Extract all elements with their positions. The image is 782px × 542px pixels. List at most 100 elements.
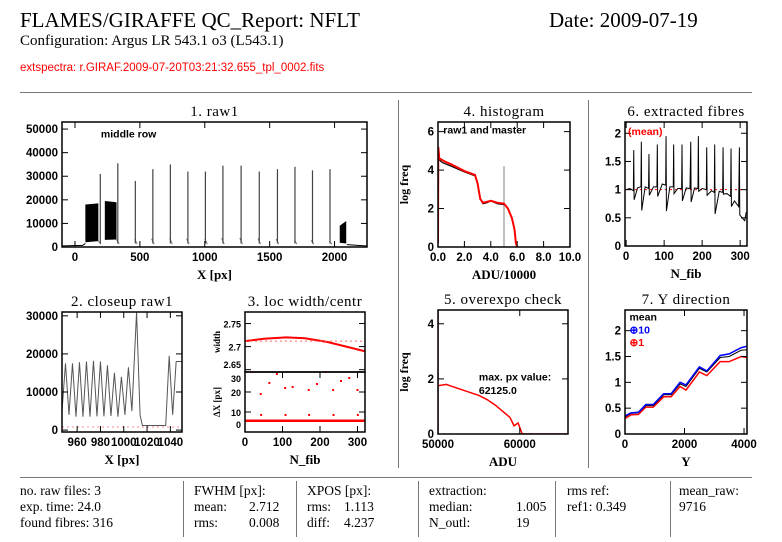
fwhm-heading: FWHM [px]:: [194, 483, 266, 498]
y-tick-label: 2: [615, 128, 621, 140]
xpos-diff-value: 4.237: [344, 515, 375, 530]
chart-annotation: middle row: [101, 128, 157, 140]
x-axis-label: N_fib: [670, 266, 701, 281]
header-divider: [20, 92, 752, 93]
y-tick-label: 50000: [26, 124, 58, 136]
chart-title: 4. histogram: [464, 104, 545, 120]
y-tick-label: 20000: [26, 349, 58, 361]
chart-histogram: 0.0 2.0 4.0 6.0 8.0 10.0 0 2 4 6 4. histogram ADU/1…: [397, 104, 581, 282]
chart-annotation: mean: [629, 311, 656, 323]
y-tick-label: 10000: [26, 218, 58, 230]
chart-overexpo: 50000 60000 0 2 4 5. overexpo check ADU log fre…: [397, 292, 569, 469]
x-axis-label: ADU: [489, 454, 518, 469]
y-tick-label: 40000: [26, 148, 58, 160]
y-tick-label: 0.5: [605, 403, 622, 415]
x-tick-label: 10.0: [559, 252, 581, 264]
y-tick-label: 1: [615, 377, 622, 389]
signal-band: [339, 221, 347, 244]
series-raw1-2-line: [62, 243, 86, 247]
x-tick-label: 0.0: [430, 252, 446, 264]
y-axis-label: log freq: [397, 164, 411, 204]
extraction-median-value: 1.005: [516, 499, 547, 514]
plot-frame: [244, 311, 366, 373]
data-point: [316, 383, 318, 385]
chart-annotation: 62125.0: [479, 385, 517, 397]
footer-divider: [20, 477, 752, 478]
x-tick-label: 2.0: [456, 252, 472, 264]
chart-loccentr: 0 100 200 300 0 10 20 30 N_fib ΔX [px]: [212, 371, 367, 467]
gap-line: [97, 240, 102, 245]
extraction-heading: extraction:: [429, 483, 487, 498]
signal-band: [85, 203, 99, 243]
signal-band: [104, 201, 117, 240]
rms-ref-heading: rms ref:: [567, 483, 610, 498]
chart-title: 3. loc width/centr: [248, 294, 362, 310]
x-tick-label: 60000: [504, 439, 536, 451]
footer-divider: [296, 481, 297, 537]
x-axis-label: X [px]: [104, 452, 139, 467]
chart-title: 5. overexpo check: [444, 292, 562, 308]
y-tick-label: 4: [428, 319, 435, 331]
xpos-rms-label: rms:: [307, 499, 332, 514]
x-tick-label: 1040: [158, 437, 184, 449]
footer-divider: [670, 481, 671, 537]
chart-annotation: ⊕1: [629, 337, 644, 349]
y-tick-label: 30000: [26, 311, 58, 323]
exp-time: exp. time: 24.0: [20, 499, 101, 514]
x-tick-label: 980: [91, 437, 110, 449]
data-point: [268, 382, 271, 384]
mean-raw-value: 9716: [679, 499, 706, 514]
plot-frame: [437, 121, 571, 248]
rms-ref1: ref1: 0.349: [567, 499, 627, 514]
fwhm-mean-label: mean:: [194, 499, 227, 514]
plot-area: [245, 372, 365, 423]
xpos-heading: XPOS [px]:: [307, 483, 372, 498]
plot-frame: [61, 311, 183, 433]
y-tick-label: 2: [615, 326, 621, 338]
data-point: [332, 389, 335, 391]
data-point: [356, 389, 359, 391]
fwhm-mean-value: 2.712: [249, 499, 280, 514]
chart-annotation: ⊕10: [629, 324, 650, 336]
x-tick-label: 1000: [192, 252, 218, 264]
x-tick-label: 4.0: [483, 252, 499, 264]
footer-divider: [418, 481, 419, 537]
y-tick-label: 1.5: [605, 352, 622, 364]
data-point: [260, 414, 263, 416]
plot-frame: [61, 121, 368, 248]
x-tick-label: 100: [273, 437, 292, 449]
mean-raw-heading: mean_raw:: [679, 483, 739, 498]
data-point: [275, 373, 278, 375]
data-point: [332, 414, 335, 416]
chart-ydirection: 0 2000 4000 0 0.5 1 1.5 2 7. Y direction Ymean⊕10…: [605, 292, 757, 469]
extraction-median-label: median:: [429, 499, 473, 514]
series-ydirection-2-line: [625, 345, 747, 417]
fwhm-rms-value: 0.008: [249, 515, 280, 530]
plot-area: [625, 345, 747, 420]
y-tick-label: 20000: [26, 195, 58, 207]
y-tick-label: 10: [231, 408, 241, 418]
xpos-rms-value: 1.113: [344, 499, 374, 514]
x-tick-label: 0: [72, 252, 78, 264]
plot-area: [625, 136, 747, 222]
x-axis-label: Y: [681, 454, 691, 469]
series-overexpo-0-line: [438, 383, 568, 434]
x-tick-label: 200: [693, 251, 712, 263]
x-tick-label: 500: [130, 252, 149, 264]
chart-title: 7. Y direction: [642, 292, 731, 308]
y-tick-label: 0: [236, 420, 241, 430]
x-tick-label: 100: [655, 251, 674, 263]
series-extracted-1-line: [625, 136, 747, 222]
chart-raw1: 0 500 1000 1500 2000010000200003000040000500…: [26, 104, 368, 282]
y-tick-label: 20: [231, 388, 241, 398]
panel-divider: [588, 100, 589, 468]
series-histogram-1-line: [438, 158, 505, 206]
chart-title: 2. closeup raw1: [71, 294, 173, 310]
plot-area: [245, 336, 365, 353]
y-tick-label: 0: [52, 425, 58, 437]
x-tick-label: 0: [242, 437, 248, 449]
y-tick-label: 0: [52, 242, 58, 254]
x-tick-label: 6.0: [509, 252, 525, 264]
plot-area: [62, 163, 367, 247]
x-tick-label: 300: [731, 251, 750, 263]
